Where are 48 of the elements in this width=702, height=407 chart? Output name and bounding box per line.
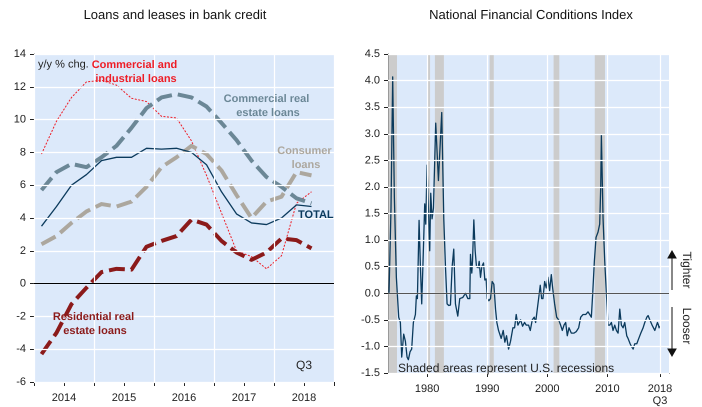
y-tick-label: 4.0 [364,74,380,87]
series-label: Consumer loans [277,145,335,171]
y-tick-label: 4 [20,212,26,224]
x-tick-label: 1980 [414,383,440,395]
y-tick-label: 10 [14,114,26,126]
y-tick-label: 2.0 [364,180,380,193]
series-label: Commercial real estate loans [224,93,312,119]
y-tick-label: 8 [20,146,26,158]
chart-title: National Financial Conditions Index [429,7,634,22]
y-axis-title: y/y % chg. [38,58,89,70]
y-tick-label: -1.5 [361,367,380,379]
x-tick-label: 2017 [232,392,256,404]
x-tick-label: 2015 [112,392,136,404]
y-tick-label: 3.0 [364,128,380,140]
y-tick-label: 4.5 [364,48,380,60]
y-tick-label: 14 [14,48,26,60]
y-tick-label: 0.5 [364,260,380,273]
y-tick-label: 0 [20,278,26,290]
y-tick-label: -6 [16,376,26,388]
series-label: Residential real estate loans [52,311,138,337]
series-label: TOTAL [298,209,334,221]
y-tick-label: -2 [16,310,26,322]
annotation: Q3 [296,358,312,372]
x-tick-label: 1990 [474,383,500,395]
y-tick-label: 1.5 [364,208,380,220]
y-tick-label: 0.0 [364,287,380,300]
y-tick-label: -0.5 [361,314,380,326]
y-tick-label: 12 [14,80,26,93]
line-series [388,76,661,360]
line-series [40,218,314,356]
series-label: Commercial and industrial loans [92,59,180,85]
x-tick-label: 2018 [292,392,316,404]
text: Tighter [680,252,694,288]
x-tick-label: 2014 [52,392,76,404]
y-tick-label: 3.5 [364,101,380,114]
annotation: Shaded areas represent U.S. recessions [398,361,614,375]
text: Looser [680,308,694,344]
x-tick-label: 2010 [595,383,620,395]
y-tick-label: -4 [16,343,26,356]
y-tick-label: 6 [20,179,26,192]
y-tick-label: 2.5 [364,154,380,166]
y-tick-label: 1.0 [364,234,380,246]
x-tick-label: 2000 [535,383,560,395]
y-tick-label: -1.0 [361,340,380,352]
x-tick-label: 2018 Q3 [648,383,672,407]
x-tick-label: 2016 [172,392,196,404]
chart-title: Loans and leases in bank credit [84,7,267,22]
y-tick-label: 2 [20,244,26,257]
